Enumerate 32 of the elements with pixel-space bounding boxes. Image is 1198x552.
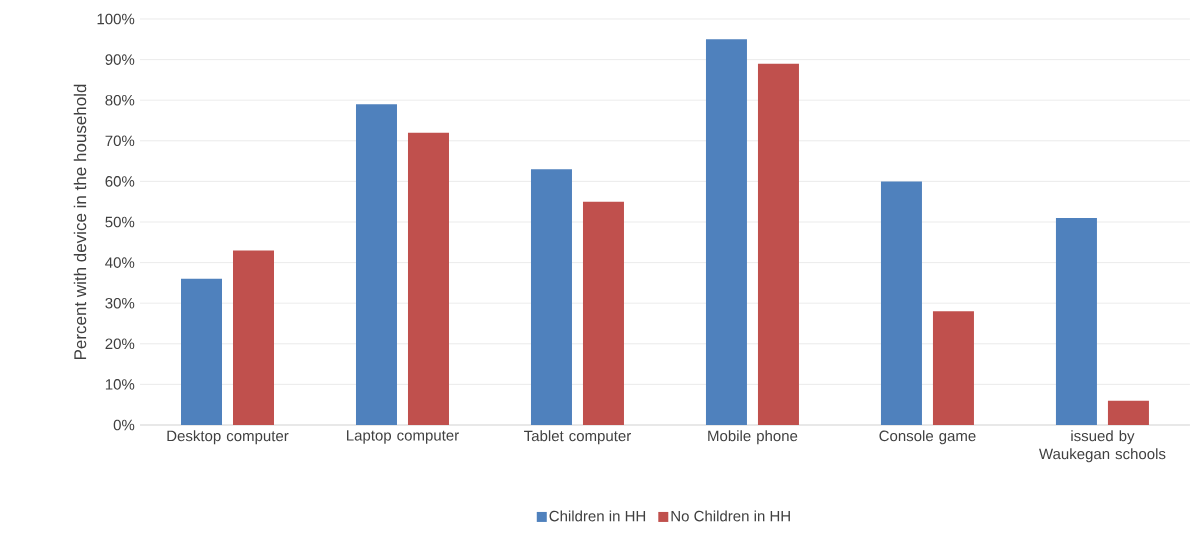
y-tick-label: 80% [105, 94, 135, 106]
bar [582, 201, 624, 425]
bar [705, 39, 747, 425]
bar [880, 181, 922, 425]
x-tick-label: Tablet computer [524, 430, 631, 445]
bar [407, 132, 449, 425]
x-tick-label: Desktop computer [167, 430, 289, 445]
x-tick-label: issued by Waukegan schools [1039, 430, 1166, 463]
y-tick-label: 90% [105, 54, 135, 65]
y-tick-label: 40% [105, 257, 135, 268]
bar [355, 104, 397, 425]
bar [757, 63, 799, 425]
bar [1107, 400, 1149, 425]
y-tick-label: 70% [105, 135, 135, 147]
y-tick-label: 30% [105, 297, 135, 309]
x-tick-label: Console game [879, 430, 976, 445]
y-tick-label: 0% [113, 419, 135, 431]
y-tick-label: 60% [105, 176, 135, 187]
y-tick-label: 20% [105, 338, 135, 350]
bar [530, 169, 572, 425]
y-tick-label: 50% [105, 216, 135, 228]
x-tick-label: Laptop computer [347, 430, 459, 444]
y-tick-label: 10% [105, 379, 135, 390]
y-tick-label: 100% [97, 13, 135, 25]
legend-label: No Children in HH [671, 510, 790, 522]
legend-label: Children in HH [549, 510, 646, 522]
bar [181, 278, 222, 425]
x-tick-label: Mobile phone [708, 430, 798, 445]
y-axis-title: Percent with device in the household [73, 84, 87, 360]
bar [932, 311, 974, 425]
bar [233, 250, 274, 425]
bar [1055, 217, 1097, 425]
